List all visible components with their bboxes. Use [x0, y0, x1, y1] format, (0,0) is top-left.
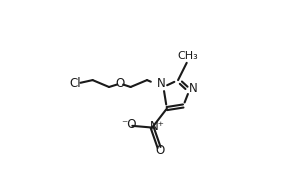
Text: O: O [116, 77, 125, 90]
Text: CH₃: CH₃ [178, 51, 198, 61]
Text: ⁻O: ⁻O [121, 118, 136, 132]
Text: N: N [157, 77, 166, 90]
Text: Cl: Cl [69, 77, 81, 90]
Text: N: N [189, 82, 198, 95]
Text: N⁺: N⁺ [150, 120, 164, 133]
Text: O: O [156, 144, 165, 157]
